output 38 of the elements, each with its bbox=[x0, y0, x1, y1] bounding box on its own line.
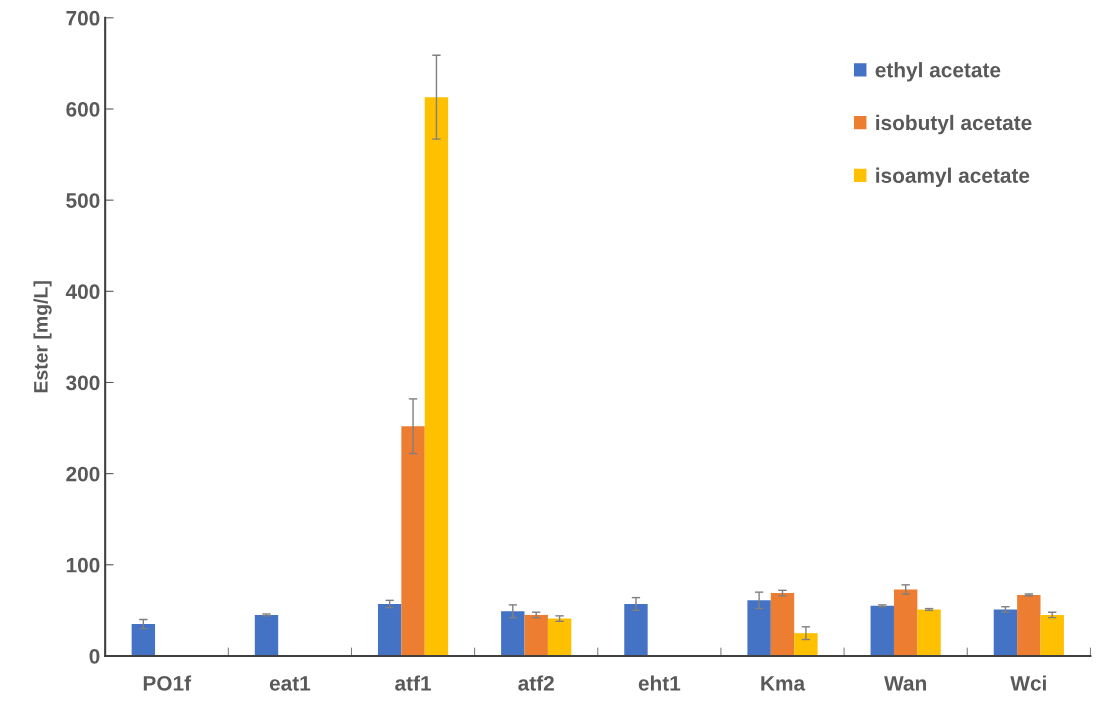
bar bbox=[870, 605, 894, 656]
legend-label: isoamyl acetate bbox=[876, 167, 1030, 188]
bar bbox=[993, 609, 1018, 656]
y-tick-label: 600 bbox=[66, 101, 100, 117]
y-tick-label: 0 bbox=[89, 648, 100, 664]
legend-label: isobutyl acetate bbox=[876, 114, 1032, 135]
bar bbox=[917, 609, 941, 656]
legend-label: ethyl acetate bbox=[875, 62, 1001, 82]
y-tick-label: 100 bbox=[66, 557, 100, 573]
y-tick-label: 500 bbox=[66, 193, 100, 208]
bar bbox=[401, 426, 425, 656]
bar bbox=[893, 589, 918, 656]
bar bbox=[794, 633, 818, 656]
y-axis-title: Ester [mg/L] bbox=[33, 281, 52, 393]
bar bbox=[547, 618, 572, 656]
bar bbox=[424, 97, 449, 656]
y-tick-label: 300 bbox=[66, 375, 100, 391]
y-tick-label: 200 bbox=[66, 466, 100, 482]
bar bbox=[770, 593, 795, 656]
bar bbox=[131, 624, 156, 656]
bar bbox=[1040, 614, 1064, 656]
x-tick-label: Wci bbox=[1010, 675, 1046, 691]
x-tick-label: eat1 bbox=[269, 676, 311, 691]
y-tick-label: 700 bbox=[66, 10, 100, 26]
bar bbox=[254, 614, 279, 656]
x-tick-label: atf1 bbox=[395, 675, 431, 691]
y-tick-label: 400 bbox=[65, 284, 100, 300]
x-tick-label: Kma bbox=[761, 676, 806, 691]
bar bbox=[377, 604, 402, 656]
bar bbox=[747, 600, 771, 656]
x-tick-label: eht1 bbox=[638, 675, 681, 691]
x-tick-label: PO1f bbox=[143, 675, 192, 691]
bar bbox=[524, 614, 548, 656]
bar bbox=[1017, 594, 1041, 656]
x-tick-label: atf2 bbox=[518, 675, 554, 691]
bar bbox=[624, 604, 648, 656]
x-tick-label: Wan bbox=[884, 676, 926, 691]
bar bbox=[501, 611, 525, 656]
